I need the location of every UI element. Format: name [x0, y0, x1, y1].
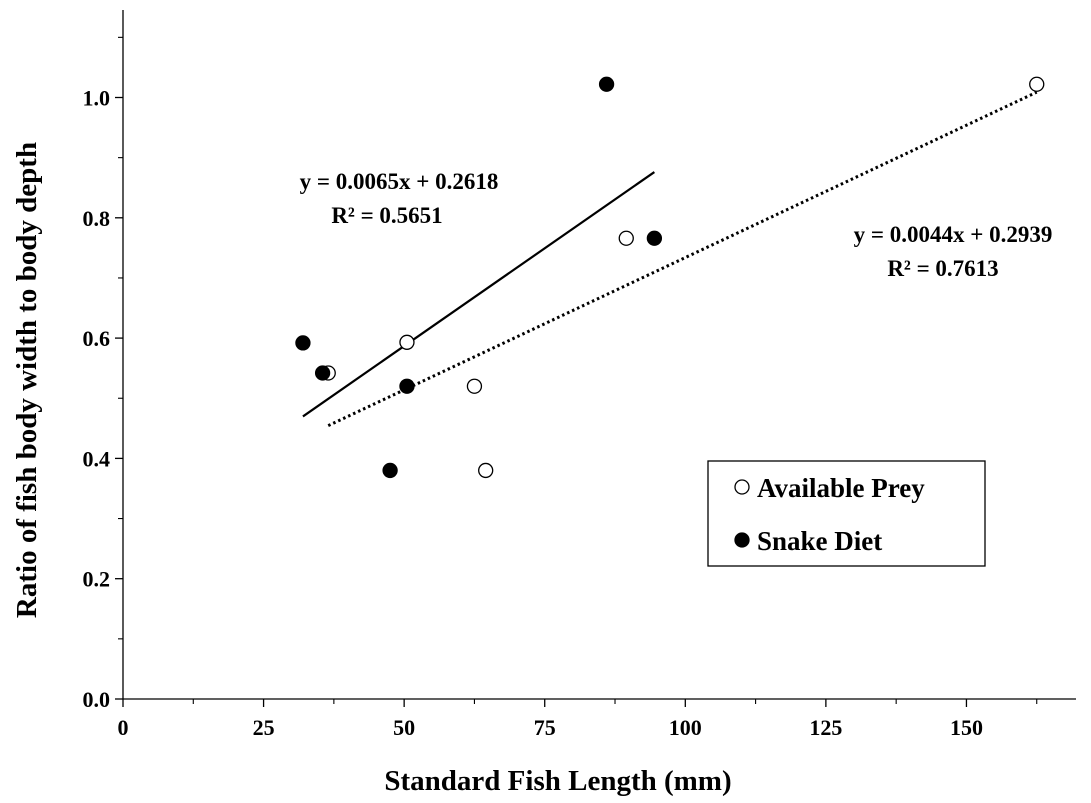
snake-diet-point [646, 230, 663, 246]
x-tick-label: 25 [253, 715, 275, 740]
available-prey-point [618, 230, 634, 246]
snake-diet-point [399, 378, 415, 394]
x-tick-label: 100 [669, 715, 702, 740]
legend-box [707, 460, 986, 567]
snake-diet-r-squared: R² = 0.5651 [331, 203, 442, 228]
y-tick-label: 0.2 [83, 567, 111, 592]
x-tick-label: 75 [534, 715, 556, 740]
available-prey-point [478, 462, 494, 479]
legend-label-available-prey: Available Prey [757, 473, 925, 503]
available-prey-point [466, 378, 483, 394]
y-tick-label: 1.0 [83, 86, 111, 111]
available-prey-point [1029, 76, 1045, 92]
legend-marker-snake-diet [734, 532, 750, 548]
snake-diet-point [295, 335, 311, 351]
y-tick-label: 0.0 [83, 687, 111, 712]
x-tick-label: 150 [950, 715, 983, 740]
axes [122, 10, 1076, 700]
x-axis-title: Standard Fish Length (mm) [384, 765, 731, 797]
snake-diet-equation: y = 0.0065x + 0.2618 [300, 169, 499, 194]
legend: Available Prey Snake Diet [707, 460, 986, 567]
y-axis-title: Ratio of fish body width to body depth [11, 142, 43, 618]
y-tick-label: 0.6 [83, 326, 111, 351]
x-tick-label: 50 [393, 715, 415, 740]
x-tick-label: 0 [118, 715, 129, 740]
snake-diet-point [598, 76, 615, 92]
ticks: 0 25 50 75 100 125 150 0.0 0.2 0.4 0.6 0.8 1.0 [83, 36, 1038, 740]
available-prey-trendline [327, 90, 1038, 427]
available-prey-equation: y = 0.0044x + 0.2939 [854, 222, 1053, 247]
snake-diet-point [314, 365, 331, 381]
available-prey-point [399, 334, 415, 350]
legend-label-snake-diet: Snake Diet [757, 526, 882, 556]
snake-diet-point [382, 462, 398, 479]
y-tick-label: 0.4 [83, 446, 111, 471]
trendlines [302, 90, 1038, 427]
snake-diet-trendline [302, 171, 656, 418]
available-prey-r-squared: R² = 0.7613 [887, 256, 998, 281]
data-points [295, 76, 1045, 479]
y-tick-label: 0.8 [83, 206, 111, 231]
x-tick-label: 125 [809, 715, 842, 740]
legend-marker-available-prey [734, 479, 750, 495]
